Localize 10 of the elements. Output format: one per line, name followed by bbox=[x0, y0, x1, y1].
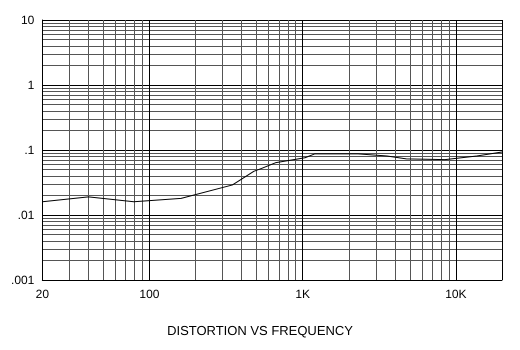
y-tick-label: .1 bbox=[24, 143, 35, 157]
x-tick-label: 1K bbox=[295, 287, 310, 301]
x-tick-label: 10K bbox=[445, 287, 467, 301]
y-tick-label: .01 bbox=[18, 208, 35, 222]
y-tick-label: .001 bbox=[10, 273, 35, 287]
y-tick-label: 10 bbox=[20, 13, 35, 27]
y-tick-label: 1 bbox=[28, 78, 35, 92]
x-tick-label: 20 bbox=[36, 287, 50, 301]
x-tick-label: 100 bbox=[139, 287, 160, 301]
text: DISTORTION VS FREQUENCY bbox=[167, 323, 354, 338]
